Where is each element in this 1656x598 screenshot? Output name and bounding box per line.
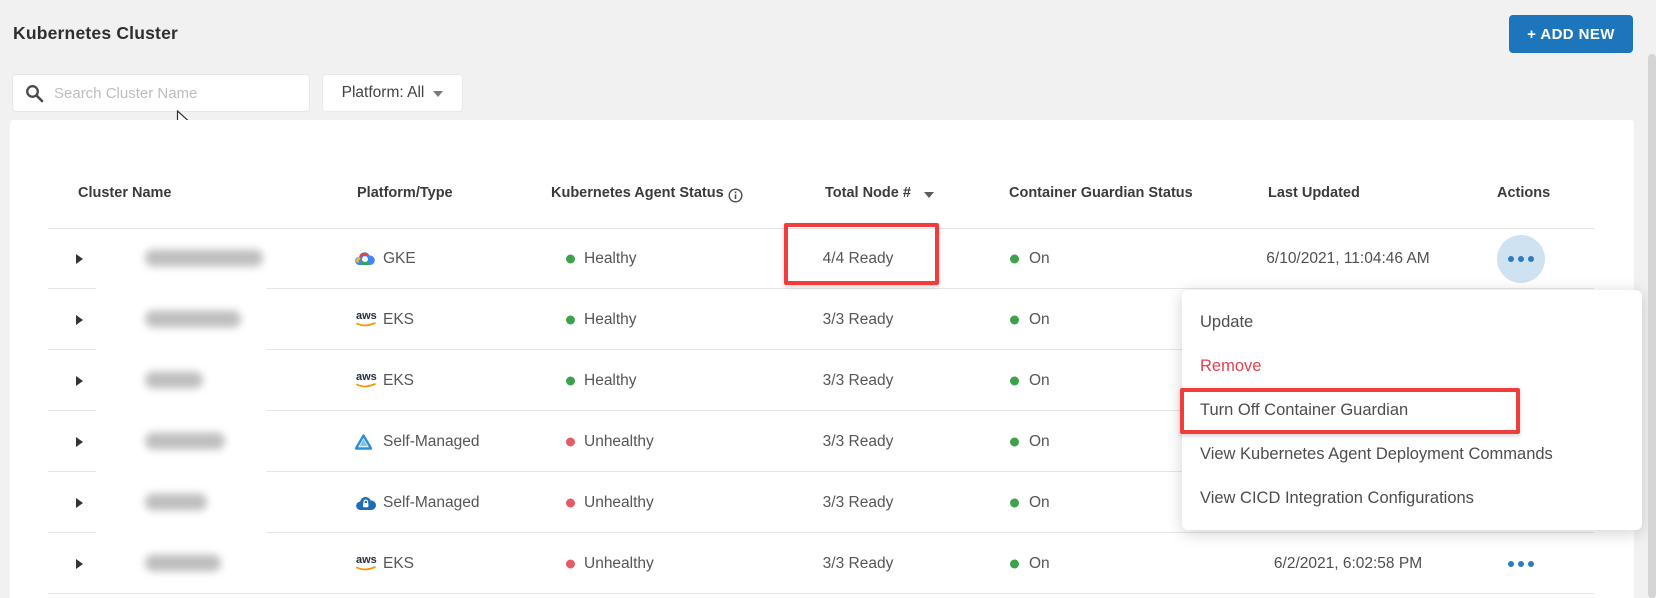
redacted-cluster-name (145, 432, 225, 450)
col-header-agent-status: Kubernetes Agent Status (551, 185, 724, 201)
agent-status-label: Healthy (584, 249, 637, 267)
table-row[interactable]: aws EKS Healthy 3/3 Ready On (0, 350, 1656, 411)
col-header-platform-type: Platform/Type (357, 185, 453, 201)
guardian-status-label: On (1029, 493, 1050, 511)
redacted-cluster-name (145, 554, 221, 572)
redaction-band (96, 232, 266, 586)
total-node-value: 3/3 Ready (822, 310, 894, 328)
status-dot-healthy (566, 315, 575, 324)
total-node-value: 3/3 Ready (822, 432, 894, 450)
guardian-status-label: On (1029, 432, 1050, 450)
expand-row-icon[interactable] (76, 497, 83, 508)
azure-icon (354, 433, 373, 450)
aws-icon: aws (354, 371, 380, 389)
platform-filter-label: Platform: All (341, 84, 425, 101)
col-header-actions: Actions (1497, 185, 1551, 201)
page-title: Kubernetes Cluster (13, 23, 179, 43)
platform-label: Self-Managed (383, 432, 480, 450)
guardian-dot-on (1010, 315, 1019, 324)
guardian-dot-on (1010, 498, 1019, 507)
header-divider (48, 228, 1594, 229)
table-row[interactable]: aws EKS Unhealthy 3/3 Ready On 6/2/2021,… (0, 533, 1656, 594)
search-box[interactable] (12, 74, 310, 112)
expand-row-icon[interactable] (76, 253, 83, 264)
search-input[interactable] (54, 84, 264, 102)
platform-label: EKS (383, 371, 415, 389)
guardian-status-label: On (1029, 371, 1050, 389)
redacted-cluster-name (145, 493, 207, 511)
status-dot-unhealthy (566, 498, 575, 507)
expand-row-icon[interactable] (76, 314, 83, 325)
col-header-last-updated: Last Updated (1268, 185, 1360, 201)
platform-filter-dropdown[interactable]: Platform: All (322, 74, 463, 112)
row-actions-button[interactable] (1508, 560, 1534, 567)
total-node-value: 3/3 Ready (822, 493, 894, 511)
agent-status-label: Healthy (584, 371, 637, 389)
row-actions-context-menu: Update Remove Turn Off Container Guardia… (1182, 290, 1642, 530)
table-row[interactable]: Self-Managed Unhealthy 3/3 Ready On (0, 411, 1656, 472)
status-dot-healthy (566, 376, 575, 385)
ellipsis-icon (1508, 560, 1534, 567)
platform-label: EKS (383, 310, 415, 328)
platform-label: EKS (383, 554, 415, 572)
cloud-lock-icon (354, 495, 377, 511)
status-dot-unhealthy (566, 559, 575, 568)
agent-status-label: Unhealthy (584, 554, 654, 572)
table-row[interactable]: aws EKS Healthy 3/3 Ready On (0, 289, 1656, 350)
status-dot-unhealthy (566, 437, 575, 446)
agent-status-label: Healthy (584, 310, 637, 328)
guardian-status-label: On (1029, 554, 1050, 572)
col-header-cluster-name: Cluster Name (78, 185, 172, 201)
add-new-button[interactable]: + ADD NEW (1509, 15, 1633, 53)
menu-item-remove[interactable]: Remove (1200, 357, 1262, 375)
aws-icon: aws (354, 310, 380, 328)
last-updated-value: 6/10/2021, 11:04:46 AM (1266, 249, 1430, 267)
aws-icon: aws (354, 554, 380, 572)
total-node-value: 3/3 Ready (822, 371, 894, 389)
guardian-dot-on (1010, 437, 1019, 446)
table-row[interactable]: GKE Healthy 4/4 Ready On 6/10/2021, 11:0… (0, 228, 1656, 289)
row-actions-button-active[interactable] (1497, 234, 1545, 283)
platform-label: Self-Managed (383, 493, 480, 511)
menu-item-update[interactable]: Update (1200, 313, 1254, 331)
gcp-cloud-icon (354, 250, 376, 268)
guardian-status-label: On (1029, 249, 1050, 267)
expand-row-icon[interactable] (76, 558, 83, 569)
guardian-dot-on (1010, 254, 1019, 263)
redacted-cluster-name (145, 371, 203, 389)
expand-row-icon[interactable] (76, 436, 83, 447)
ellipsis-icon (1497, 234, 1545, 283)
agent-status-label: Unhealthy (584, 432, 654, 450)
vertical-scrollbar[interactable] (1648, 54, 1656, 598)
guardian-dot-on (1010, 559, 1019, 568)
col-header-guardian-status: Container Guardian Status (1009, 185, 1193, 201)
search-icon (26, 84, 44, 102)
agent-status-label: Unhealthy (584, 493, 654, 511)
total-node-value: 3/3 Ready (822, 554, 894, 572)
col-header-total-node[interactable]: Total Node # (825, 185, 911, 201)
table-row[interactable]: Self-Managed Unhealthy 3/3 Ready On (0, 472, 1656, 533)
menu-item-view-agent-deployment-commands[interactable]: View Kubernetes Agent Deployment Command… (1200, 445, 1553, 463)
status-dot-healthy (566, 254, 575, 263)
menu-item-view-cicd-configurations[interactable]: View CICD Integration Configurations (1200, 489, 1474, 507)
total-node-value: 4/4 Ready (822, 249, 894, 267)
info-icon[interactable] (728, 188, 743, 203)
redacted-cluster-name (145, 249, 263, 267)
last-updated-value: 6/2/2021, 6:02:58 PM (1273, 554, 1423, 572)
sort-desc-icon[interactable] (924, 192, 934, 198)
chevron-down-icon (433, 91, 444, 97)
expand-row-icon[interactable] (76, 375, 83, 386)
guardian-status-label: On (1029, 310, 1050, 328)
menu-item-turn-off-container-guardian[interactable]: Turn Off Container Guardian (1200, 401, 1409, 419)
redacted-cluster-name (145, 310, 241, 328)
platform-label: GKE (383, 249, 416, 267)
guardian-dot-on (1010, 376, 1019, 385)
